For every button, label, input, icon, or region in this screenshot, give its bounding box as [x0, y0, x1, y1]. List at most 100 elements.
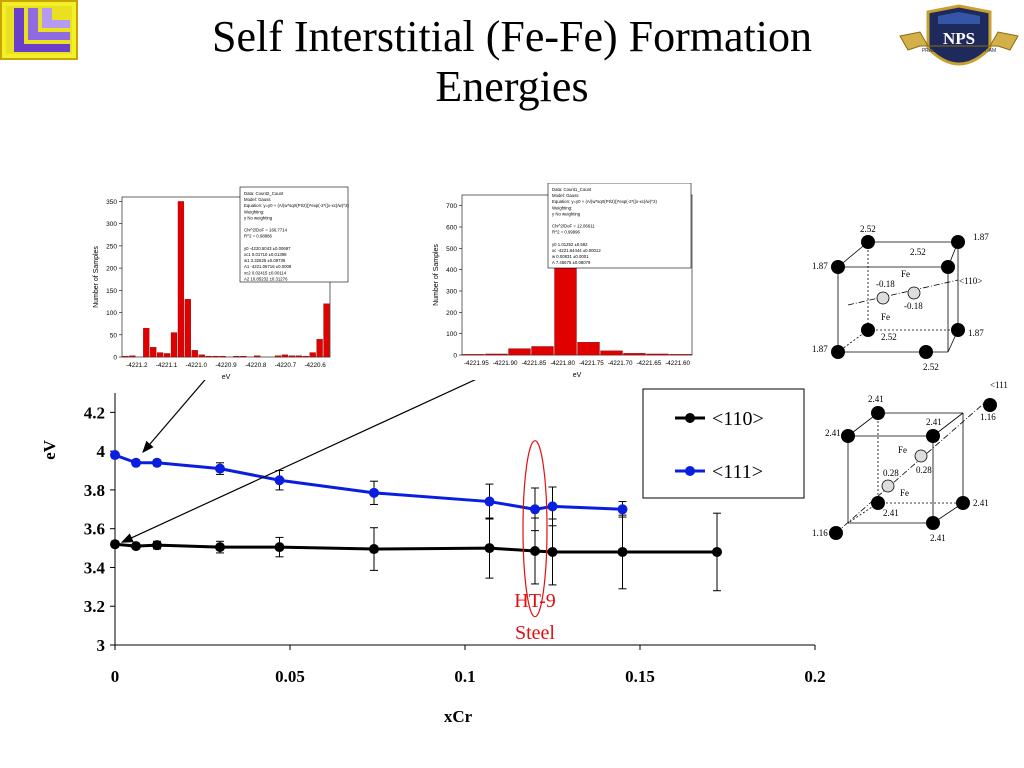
- crystal-110-diagram: 2.52 1.87 1.87 2.52 Fe -0.18 <110> -0.18…: [812, 224, 989, 372]
- data-point: [530, 545, 540, 556]
- inset-bar: [143, 327, 150, 358]
- inset-bar: [170, 332, 178, 358]
- inset-x-tick-label: -4221.80: [550, 360, 575, 367]
- c111-label-5: Fe: [898, 445, 907, 455]
- crystal-111-diagram: <111> 2.41 2.41 2.41 1.16 Fe 0.28 0.28 F…: [812, 380, 1008, 543]
- legend-swatch-point: [685, 466, 695, 476]
- inset-bar: [281, 354, 289, 358]
- y-tick-label: 3.4: [84, 558, 106, 577]
- inset-legend-box: [239, 186, 349, 283]
- title-line-2: Energies: [435, 62, 589, 111]
- data-point: [131, 457, 141, 468]
- data-point: [369, 487, 379, 498]
- inset-legend-line: y No weighting: [552, 211, 581, 216]
- c111-label-11: 1.16: [812, 528, 828, 538]
- c110-label-9: Fe: [881, 312, 890, 322]
- c111-label-4: 1.16: [980, 412, 996, 422]
- data-point: [617, 546, 628, 557]
- inset-bar: [646, 353, 669, 356]
- inset-legend-line: w 0.00831 ±0.0001: [552, 254, 589, 259]
- inset-bar: [531, 346, 554, 356]
- data-point: [547, 546, 558, 557]
- inset-bar: [623, 353, 646, 356]
- data-point: [484, 543, 495, 554]
- inset-x-tick-label: -4221.70: [608, 360, 633, 367]
- inset-y-tick-label: 250: [106, 243, 117, 250]
- inset-bar: [240, 355, 247, 358]
- data-point: [152, 457, 162, 468]
- c111-label-9: 2.41: [883, 508, 899, 518]
- data-point: [617, 504, 628, 515]
- inset-bar: [600, 350, 623, 356]
- y-tick-label: 3.2: [84, 597, 105, 616]
- inset-x-tick-label: -4221.95: [464, 360, 489, 367]
- inset-x-tick-label: -4221.1: [156, 362, 178, 369]
- inset-x-tick-label: -4221.65: [636, 360, 661, 367]
- inset-legend-line: xc1 0.01710 ±0.01398: [244, 252, 287, 257]
- c110-label-5: Fe: [901, 269, 910, 279]
- inset-legend-line: Chi^2/DoF = 166.7714: [244, 228, 288, 233]
- y-tick-label: 4.2: [84, 403, 105, 422]
- inset-bar: [205, 355, 212, 358]
- c110-label-2: 1.87: [973, 232, 989, 242]
- nps-text: NPS: [943, 29, 975, 48]
- inset-bar: [462, 354, 485, 356]
- data-point: [110, 450, 120, 461]
- c110-label-10: 2.52: [881, 332, 897, 342]
- inset-x-tick-label: -4221.60: [665, 360, 690, 367]
- y-tick-label: 3.6: [84, 520, 105, 539]
- legend-entry: <110>: [712, 408, 764, 430]
- inset-bar: [212, 355, 219, 358]
- data-point: [484, 496, 495, 507]
- inset-legend-line: y0 -4220.5043 ±0.00697: [244, 246, 291, 251]
- data-point: [152, 540, 162, 551]
- inset-histogram-1: 0 50 100 150 200 250 300 350 -4221.2 -4221.1 -4221…: [93, 186, 349, 381]
- c111-label-1: 2.41: [868, 394, 884, 404]
- y-tick-label: 4: [97, 442, 106, 461]
- y-tick-label: 3.8: [84, 481, 105, 500]
- inset-legend-line: A1 -4221.06716 ±0.0008: [244, 264, 292, 269]
- legend-entry: <111>: [712, 461, 763, 483]
- x-tick-label: 0.15: [625, 667, 655, 686]
- inset-x-tick-label: -4220.6: [304, 362, 326, 369]
- series-line: [114, 453, 623, 511]
- inset-bar: [163, 353, 171, 358]
- inset-y-tick-label: 100: [446, 331, 457, 338]
- x-tick-label: 0: [111, 667, 120, 686]
- inset-legend-line: xc2 0.02415 ±0.00114: [244, 270, 287, 275]
- c110-label-1: 2.52: [860, 224, 876, 234]
- inset-bar: [191, 350, 198, 358]
- inset-bar: [122, 355, 129, 358]
- inset-y-tick-label: 500: [446, 246, 457, 253]
- inset-bar: [274, 355, 282, 358]
- x-tick-label: 0.05: [275, 667, 305, 686]
- c110-label-12: 1.87: [812, 344, 828, 354]
- inset-legend-line: Weighting:: [552, 205, 572, 210]
- data-point: [215, 463, 225, 474]
- inset-bar: [316, 339, 323, 358]
- inset-legend-line: Equation: y=y0 + (A/(w*sqrt(PI/2)))*exp(…: [244, 203, 349, 208]
- data-point: [110, 539, 120, 550]
- data-point: [547, 501, 558, 512]
- data-point: [131, 541, 141, 552]
- lab-logo: [0, 0, 78, 60]
- inset-y-tick-label: 100: [106, 310, 117, 317]
- c111-label-10: 2.41: [973, 498, 989, 508]
- inset-bar: [323, 303, 330, 358]
- c111-label-6: 0.28: [883, 468, 899, 478]
- x-axis-label: xCr: [444, 707, 473, 726]
- inset-x-tick-label: -4221.0: [186, 362, 208, 369]
- inset-y-label: Number of Samples: [93, 246, 100, 308]
- inset-legend-line: Chi^2/DoF = 12.06611: [552, 224, 595, 229]
- page-title: Self Interstitial (Fe-Fe) Formation Ener…: [0, 12, 1024, 112]
- inset-legend-line: Equation: y=y0 + (A/(w*sqrt(PI/2)))*exp(…: [552, 199, 657, 204]
- inset-bar: [577, 342, 600, 356]
- inset-legend-line: A2 10.85232 ±0.31276: [244, 276, 288, 281]
- c111-label-8: Fe: [900, 488, 909, 498]
- data-point: [274, 475, 285, 486]
- inset-bar: [157, 352, 164, 358]
- inset-legend-line: R^2 = 0.98886: [244, 234, 273, 239]
- c111-label-12: 2.41: [930, 533, 946, 543]
- inset-bar: [309, 352, 316, 358]
